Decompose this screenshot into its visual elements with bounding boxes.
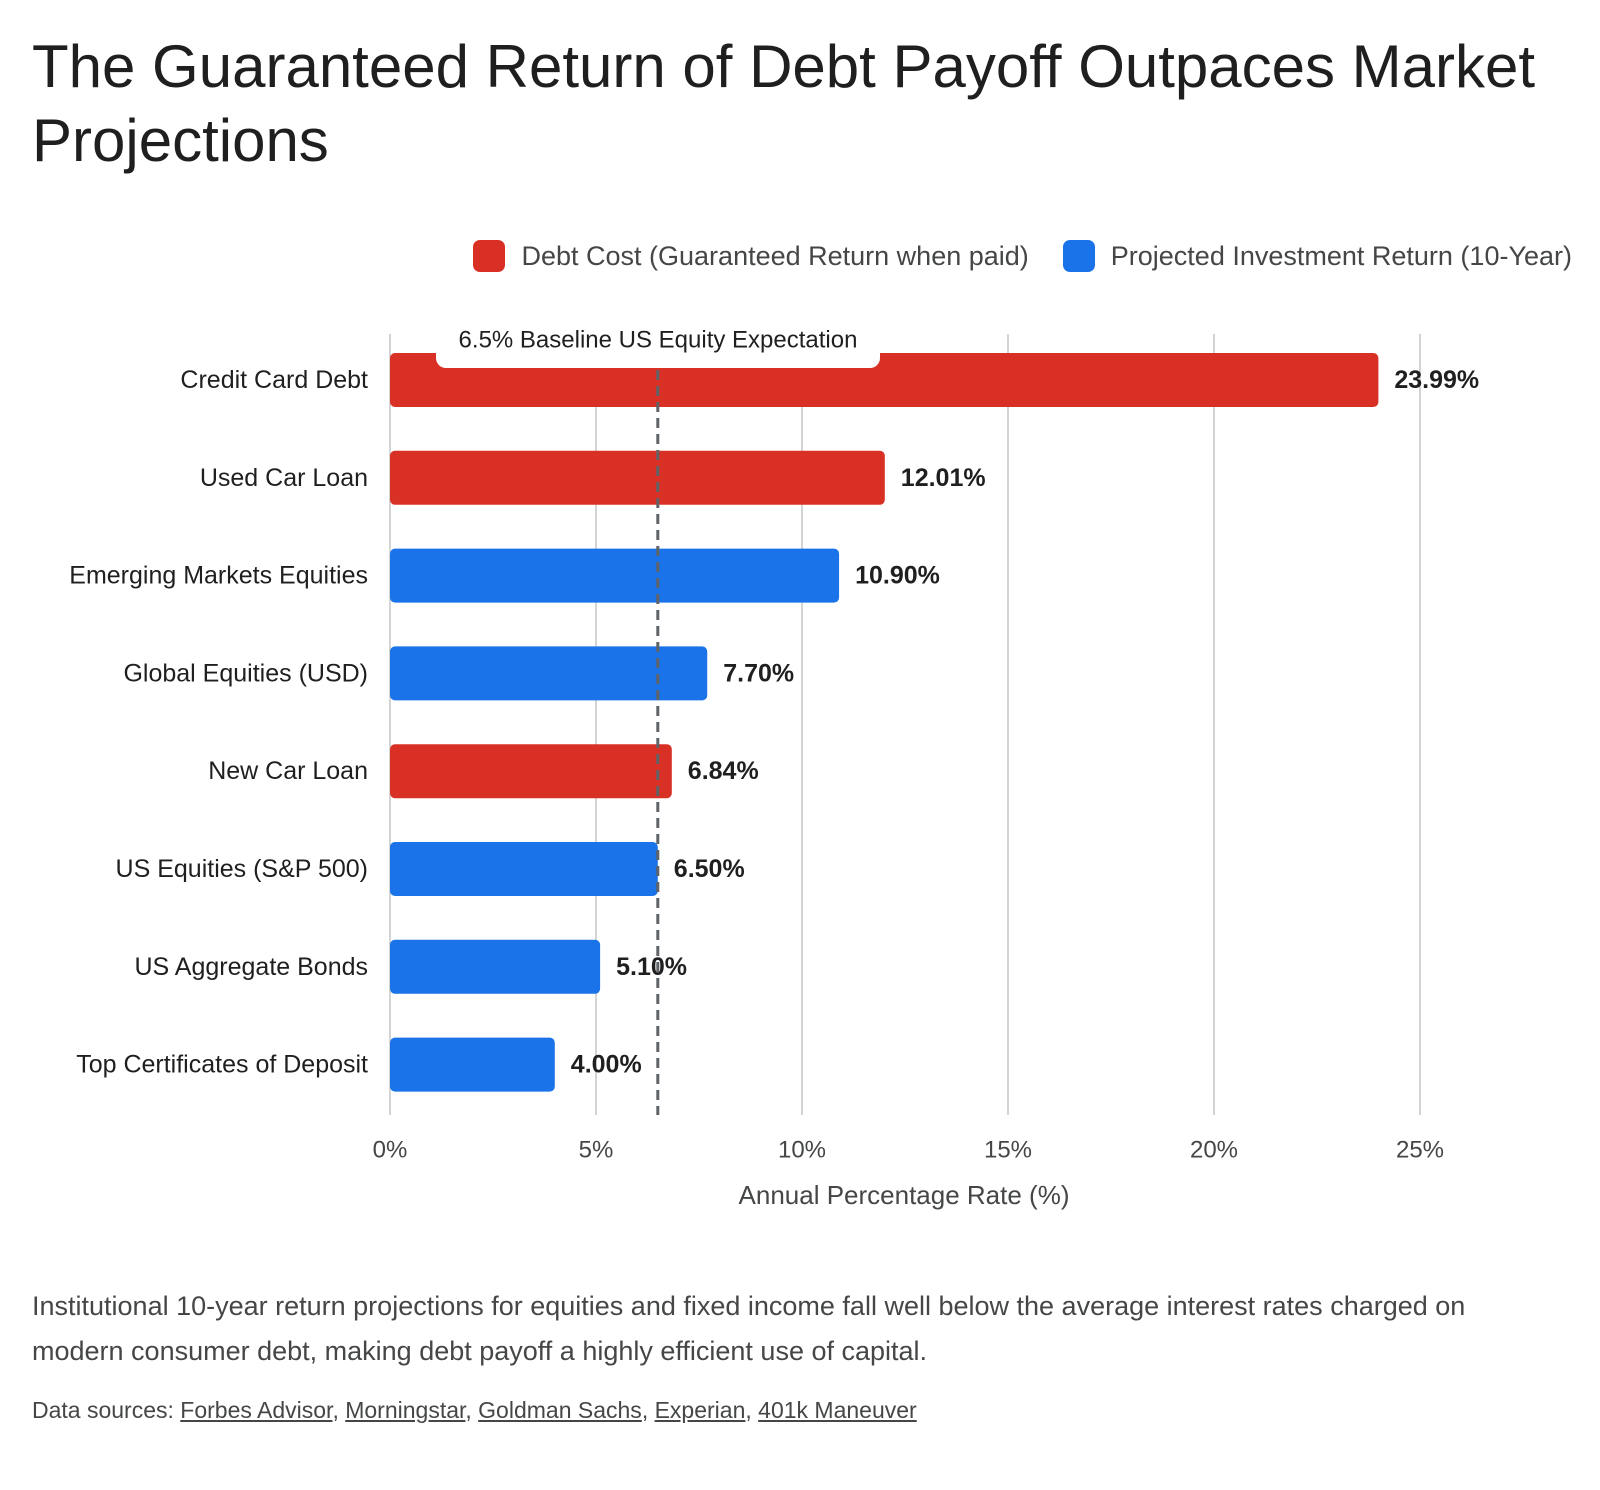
- source-link-goldman-sachs[interactable]: Goldman Sachs: [478, 1397, 642, 1423]
- reference-label-box: [436, 320, 880, 368]
- bar-global-equities-usd: [390, 646, 708, 701]
- category-label-emerging-markets-equities: Emerging Markets Equities: [69, 562, 368, 590]
- sources-prefix: Data sources:: [32, 1397, 181, 1423]
- bar-used-car-loan: [390, 450, 885, 505]
- category-label-credit-card-debt: Credit Card Debt: [180, 366, 368, 394]
- category-label-us-aggregate-bonds: US Aggregate Bonds: [135, 953, 369, 981]
- legend-item-investment-return: Projected Investment Return (10-Year): [1062, 240, 1572, 272]
- value-label-us-equities-s-p-500: 6.50%: [674, 855, 745, 883]
- source-link-forbes-advisor[interactable]: Forbes Advisor: [180, 1397, 333, 1423]
- legend-label-debt-cost: Debt Cost (Guaranteed Return when paid): [521, 240, 1029, 271]
- chart-legend: Debt Cost (Guaranteed Return when paid) …: [473, 240, 1572, 272]
- legend-swatch-debt-cost: [473, 240, 506, 272]
- source-link-morningstar[interactable]: Morningstar: [345, 1397, 466, 1423]
- bar-us-equities-s-p-500: [390, 842, 658, 896]
- x-tick-label-10: 10%: [778, 1137, 826, 1164]
- bar-new-car-loan: [390, 744, 672, 799]
- x-axis-title: Annual Percentage Rate (%): [739, 1180, 1070, 1210]
- category-label-new-car-loan: New Car Loan: [208, 757, 368, 785]
- x-tick-label-5: 5%: [579, 1137, 614, 1164]
- bar-emerging-markets-equities: [390, 548, 840, 603]
- bar-chart: Credit Card Debt 23.99% Used Car Loan 12.01…: [69, 320, 1479, 1210]
- chart-caption: Institutional 10-year return projections…: [32, 1291, 1466, 1366]
- bar-us-aggregate-bonds: [390, 939, 601, 994]
- data-sources: Data sources: Forbes Advisor, Morningsta…: [32, 1397, 917, 1423]
- category-label-used-car-loan: Used Car Loan: [200, 464, 368, 492]
- value-label-emerging-markets-equities: 10.90%: [855, 562, 940, 590]
- chart-title: The Guaranteed Return of Debt Payoff Out…: [32, 33, 1536, 174]
- legend-label-investment-return: Projected Investment Return (10-Year): [1110, 240, 1572, 271]
- value-label-new-car-loan: 6.84%: [688, 757, 759, 785]
- category-label-us-equities-s-p-500: US Equities (S&P 500): [116, 855, 368, 883]
- value-label-global-equities-usd: 7.70%: [723, 659, 794, 687]
- x-tick-label-20: 20%: [1190, 1137, 1238, 1164]
- value-label-top-certificates-of-deposit: 4.00%: [571, 1051, 642, 1079]
- x-tick-label-0: 0%: [373, 1137, 408, 1164]
- legend-item-debt-cost: Debt Cost (Guaranteed Return when paid): [473, 240, 1029, 272]
- reference-line-label: 6.5% Baseline US Equity Expectation: [459, 327, 858, 354]
- x-tick-label-15: 15%: [984, 1137, 1032, 1164]
- value-label-used-car-loan: 12.01%: [901, 464, 986, 492]
- source-link-401k-maneuver[interactable]: 401k Maneuver: [758, 1397, 917, 1423]
- value-label-credit-card-debt: 23.99%: [1394, 366, 1479, 394]
- source-link-experian[interactable]: Experian: [654, 1397, 746, 1423]
- bar-top-certificates-of-deposit: [390, 1037, 555, 1092]
- category-label-top-certificates-of-deposit: Top Certificates of Deposit: [76, 1051, 368, 1079]
- x-tick-label-25: 25%: [1396, 1137, 1444, 1164]
- category-label-global-equities-usd: Global Equities (USD): [123, 659, 368, 687]
- value-label-us-aggregate-bonds: 5.10%: [616, 953, 687, 981]
- legend-swatch-investment-return: [1062, 240, 1095, 272]
